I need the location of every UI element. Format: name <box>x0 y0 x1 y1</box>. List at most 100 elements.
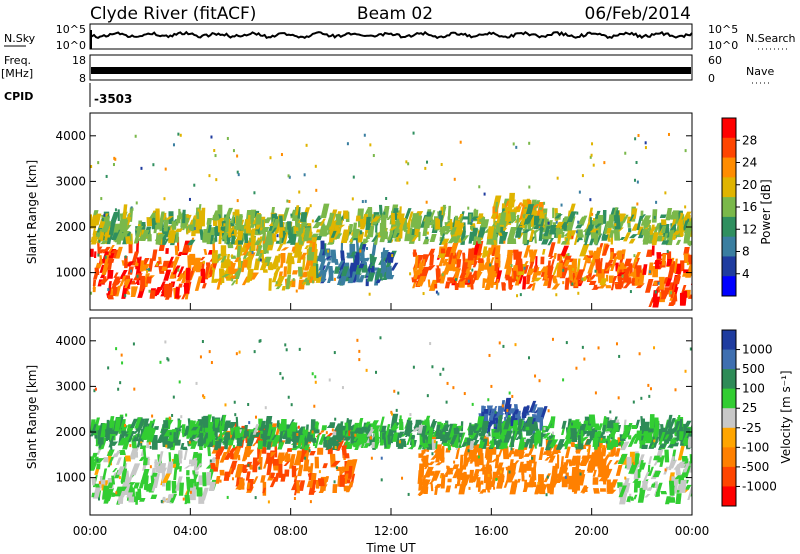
colorbar-swatch <box>722 349 736 370</box>
data-cell <box>460 231 466 245</box>
data-cell <box>591 286 601 290</box>
data-cell <box>225 444 233 454</box>
colorbar-swatch <box>722 137 736 159</box>
data-cell <box>482 464 485 475</box>
data-cell <box>465 268 471 274</box>
scatter-cell <box>508 391 511 395</box>
scatter-cell <box>172 143 175 147</box>
data-cell <box>628 435 632 440</box>
data-cell <box>427 279 431 288</box>
data-cell <box>651 232 659 246</box>
data-cell <box>200 487 209 501</box>
data-cell <box>418 480 423 491</box>
data-cell <box>309 451 316 456</box>
velocity-ylabel: Slant Range [km] <box>25 365 39 469</box>
data-cell <box>392 432 399 442</box>
scatter-cell <box>356 338 359 342</box>
data-cell <box>592 219 598 226</box>
scatter-cell <box>202 260 205 264</box>
data-cell <box>685 214 691 221</box>
scatter-cell <box>687 241 690 245</box>
data-cell <box>580 486 588 493</box>
scatter-cell <box>618 354 621 358</box>
data-cell <box>535 270 542 276</box>
scatter-cell <box>327 249 330 253</box>
data-cell <box>304 245 310 250</box>
data-cell <box>566 420 577 431</box>
scatter-cell <box>290 213 293 217</box>
scatter-cell <box>666 249 669 253</box>
data-cell <box>236 230 244 241</box>
data-cell <box>588 207 594 221</box>
data-cell <box>456 468 461 480</box>
data-cell <box>102 468 108 480</box>
data-cell <box>121 260 125 266</box>
data-cell <box>275 284 283 290</box>
data-cell <box>546 436 550 441</box>
scatter-cell <box>487 473 490 477</box>
scatter-cell <box>463 392 466 396</box>
data-cell <box>462 216 469 220</box>
data-cell <box>553 479 560 485</box>
data-cell <box>203 248 208 255</box>
scatter-cell <box>315 188 318 192</box>
scatter-cell <box>633 254 636 258</box>
data-cell <box>133 451 139 458</box>
scatter-cell <box>594 269 597 273</box>
data-cell <box>687 486 692 500</box>
scatter-cell <box>178 380 181 384</box>
data-cell <box>254 224 261 230</box>
data-cell <box>120 219 129 233</box>
data-cell <box>515 429 524 435</box>
data-cell <box>619 281 625 288</box>
data-cell <box>211 268 216 283</box>
data-cell <box>343 210 349 219</box>
data-cell <box>576 258 581 272</box>
data-cell <box>651 245 655 256</box>
data-cell <box>454 483 458 489</box>
scatter-cell <box>511 394 514 398</box>
data-cell <box>668 418 676 429</box>
data-cell <box>448 252 454 265</box>
scatter-cell <box>528 356 531 360</box>
data-cell <box>538 474 544 485</box>
data-cell <box>314 456 320 469</box>
data-cell <box>423 486 429 494</box>
data-cell <box>601 234 609 241</box>
x-tick-label: 12:00 <box>374 524 409 538</box>
data-cell <box>276 420 280 428</box>
scatter-cell <box>133 387 136 391</box>
data-cell <box>221 438 229 444</box>
data-cell <box>556 228 564 235</box>
data-cell <box>671 210 679 220</box>
scatter-cell <box>209 459 212 463</box>
data-cell <box>592 477 599 485</box>
data-cell <box>633 257 640 269</box>
data-cell <box>140 426 149 439</box>
scatter-cell <box>614 223 617 227</box>
data-cell <box>658 443 668 449</box>
scatter-cell <box>499 470 502 474</box>
data-cell <box>207 444 211 457</box>
data-cell <box>158 451 164 464</box>
scatter-cell <box>90 291 93 295</box>
data-cell <box>502 446 510 460</box>
scatter-cell <box>474 208 477 212</box>
data-cell <box>121 285 128 299</box>
scatter-cell <box>441 273 444 277</box>
data-cell <box>631 278 635 286</box>
data-cell <box>231 445 242 460</box>
data-cell <box>216 257 224 261</box>
data-cell <box>618 485 627 498</box>
scatter-cell <box>425 200 428 204</box>
scatter-cell <box>560 203 563 207</box>
data-cell <box>209 234 214 245</box>
scatter-cell <box>314 380 317 384</box>
scatter-cell <box>398 237 401 241</box>
data-cell <box>610 277 616 291</box>
data-cell <box>488 265 495 281</box>
data-cell <box>637 226 644 235</box>
scatter-cell <box>98 481 101 485</box>
data-cell <box>557 454 560 469</box>
data-cell <box>185 427 190 436</box>
